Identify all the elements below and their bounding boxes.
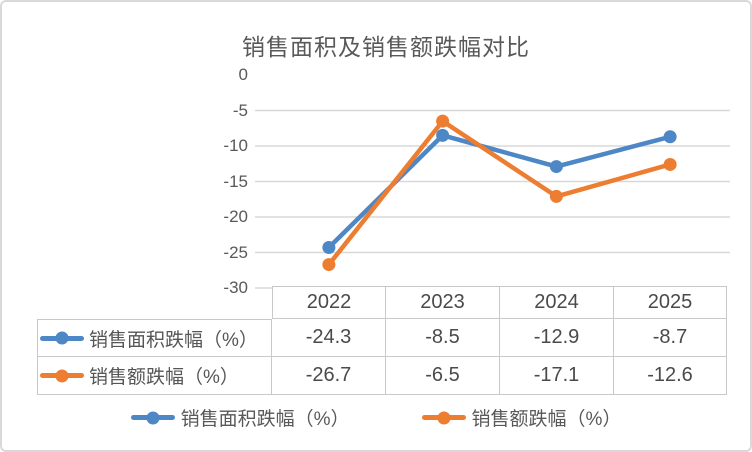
table-cell: -26.7 [272, 357, 386, 395]
legend-item-sales-area: 销售面积跌幅（%） [130, 404, 350, 431]
series-amount-marker-icon [421, 411, 466, 424]
table-header-2023: 2023 [386, 286, 500, 319]
y-axis-tick-label: -20 [223, 207, 248, 226]
table-cell: -12.6 [614, 357, 727, 395]
series-area-marker-icon [130, 411, 175, 424]
table-cell: -17.1 [500, 357, 614, 395]
table-header-2024: 2024 [500, 286, 614, 319]
legend-item-sales-amount: 销售额跌幅（%） [421, 404, 622, 431]
y-axis-tick-label: -30 [223, 278, 248, 297]
series-amount-marker-icon [40, 369, 84, 382]
chart-legend: 销售面积跌幅（%） 销售额跌幅（%） [0, 404, 752, 431]
table-cell: -12.9 [500, 319, 614, 357]
table-cell: -24.3 [272, 319, 386, 357]
table-header-2022: 2022 [272, 286, 386, 319]
table-row-label-sales-amount: 销售额跌幅（%） [37, 357, 272, 395]
table-row-label-sales-area: 销售面积跌幅（%） [37, 319, 272, 357]
chart-title: 销售面积及销售额跌幅对比 [242, 34, 530, 60]
table-cell: -6.5 [386, 357, 500, 395]
series-area-marker-icon [40, 331, 84, 345]
table-corner-cell [37, 286, 272, 319]
plot-area [255, 109, 730, 289]
legend-label: 销售面积跌幅（%） [180, 409, 350, 430]
y-axis-tick-label: -25 [223, 242, 248, 262]
y-axis-tick-label: -5 [232, 100, 248, 120]
table-header-2025: 2025 [614, 286, 727, 319]
table-cell: -8.7 [614, 319, 727, 357]
data-table: 2022 2023 2024 2025 销售面积跌幅（%） -24.3 -8.5… [37, 286, 727, 395]
y-axis-tick-label: 0 [238, 65, 248, 84]
legend-label: 销售额跌幅（%） [471, 409, 622, 430]
y-axis-tick-label: -10 [223, 136, 248, 155]
table-row-label: 销售面积跌幅（%） [89, 329, 258, 351]
table-cell: -8.5 [386, 319, 500, 357]
y-axis-tick-label: -15 [223, 171, 248, 191]
table-row-label: 销售额跌幅（%） [89, 367, 239, 388]
